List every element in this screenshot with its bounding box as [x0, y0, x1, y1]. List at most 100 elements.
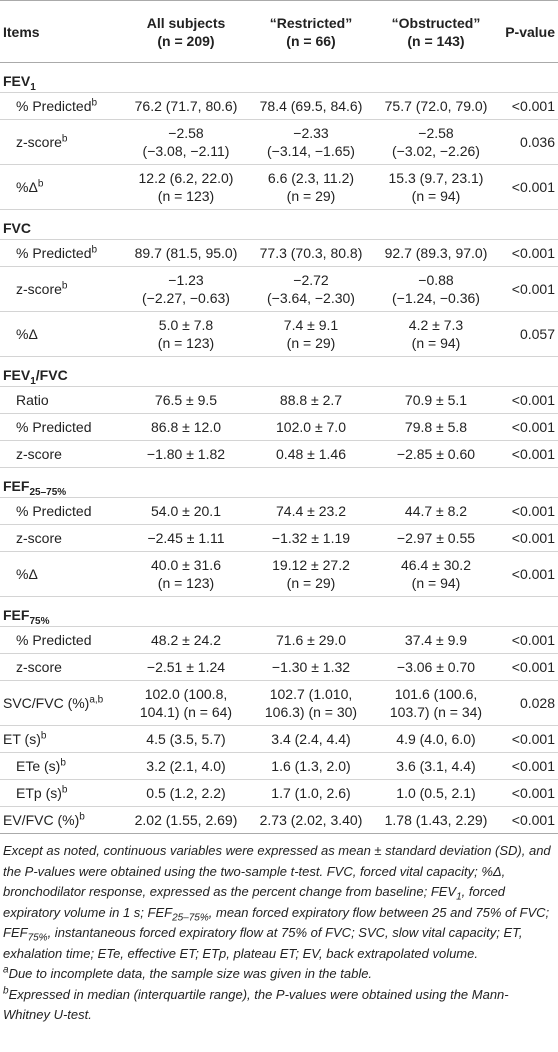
cell: 1.6 (1.3, 2.0)	[252, 753, 370, 780]
cell: 71.6 ± 29.0	[252, 627, 370, 654]
cell-line: 6.6 (2.3, 11.2)	[267, 170, 355, 186]
cell: −2.33 (−3.14, −1.65)	[252, 120, 370, 165]
cell: 12.2 (6.2, 22.0) (n = 123)	[120, 165, 252, 210]
cell: −2.45 ± 1.11	[120, 525, 252, 552]
p-value: <0.001	[511, 179, 555, 195]
text: % Predicted	[16, 632, 92, 648]
text: , instantaneous forced expiratory flow a…	[3, 925, 523, 961]
p-value: <0.001	[511, 812, 555, 828]
text: FEF	[3, 477, 30, 494]
cell: 74.4 ± 23.2	[252, 498, 370, 525]
cell-line: −2.33	[293, 125, 329, 141]
cell-line: (−3.02, −2.26)	[392, 143, 480, 159]
column-header: “Obstructed” (n = 143)	[370, 1, 502, 63]
cell-line: 79.8 ± 5.8	[404, 419, 468, 435]
row-label: ET (s)b	[0, 726, 120, 753]
row-label: SVC/FVC (%)a,b	[0, 681, 120, 726]
superscript: b	[61, 784, 68, 796]
data-row: SVC/FVC (%)a,b 102.0 (100.8, 104.1) (n = 6…	[0, 681, 558, 726]
superscript: b	[3, 985, 9, 997]
text: /FVC	[35, 366, 68, 383]
cell: 76.2 (71.7, 80.6)	[120, 93, 252, 120]
cell-line: −1.30 ± 1.32	[271, 659, 351, 675]
cell: 79.8 ± 5.8	[370, 414, 502, 441]
subscript: 1	[30, 81, 36, 93]
cell-line: 78.4 (69.5, 84.6)	[259, 98, 363, 114]
cell-line: 102.0 ± 7.0	[276, 419, 346, 435]
cell: 88.8 ± 2.7	[252, 387, 370, 414]
cell: 19.12 ± 27.2 (n = 29)	[252, 552, 370, 597]
cell: 0.5 (1.2, 2.2)	[120, 780, 252, 807]
cell: 102.0 ± 7.0	[252, 414, 370, 441]
footnote: bExpressed in median (interquartile rang…	[3, 985, 555, 1026]
cell-line: −2.85 ± 0.60	[396, 446, 476, 462]
subscript: 25–75%	[172, 912, 209, 924]
text: , forced expiratory volume in 1 s; FEF	[3, 884, 506, 920]
cell: 70.9 ± 5.1	[370, 387, 502, 414]
row-label: z-scoreb	[0, 267, 120, 312]
cell-line: 5.0 ± 7.8	[158, 317, 214, 333]
superscript: b	[91, 244, 98, 256]
cell-line: 19.12 ± 27.2	[272, 557, 350, 573]
cell: 37.4 ± 9.9	[370, 627, 502, 654]
cell-line: −2.72	[293, 272, 329, 288]
text: FEV	[3, 366, 31, 383]
cell-line: 86.8 ± 12.0	[151, 419, 221, 435]
section-row: FEV1	[0, 63, 558, 93]
superscript: b	[79, 811, 85, 823]
cell-line: 102.0 (100.8,	[144, 686, 228, 702]
cell-line: 1.7 (1.0, 2.6)	[271, 785, 351, 801]
cell-line: 104.1) (n = 64)	[139, 704, 233, 720]
row-label: % Predicted	[0, 498, 120, 525]
p-value: <0.001	[511, 659, 555, 675]
text: % Predicted	[16, 245, 92, 261]
row-label: % Predictedb	[0, 93, 120, 120]
cell-line: (−3.14, −1.65)	[267, 143, 355, 159]
cell: −1.80 ± 1.82	[120, 441, 252, 468]
cell-line: (−2.27, −0.63)	[142, 290, 230, 306]
superscript: b	[40, 730, 47, 742]
cell-line: 103.7) (n = 34)	[389, 704, 483, 720]
p-value: <0.001	[511, 758, 555, 774]
subscript: 25–75%	[29, 486, 67, 498]
superscript: a,b	[89, 694, 104, 706]
p-value: <0.001	[511, 98, 555, 114]
cell: 76.5 ± 9.5	[120, 387, 252, 414]
section-label: FEV1	[0, 63, 558, 93]
text: FVC	[3, 219, 31, 236]
data-row: % Predicted 86.8 ± 12.0 102.0 ± 7.0 79.8 ± …	[0, 414, 558, 441]
cell-line: (n = 123)	[157, 188, 215, 204]
cell-line: 3.4 (2.4, 4.4)	[271, 731, 351, 747]
data-row: ETe (s)b 3.2 (2.1, 4.0) 1.6 (1.3, 2.0) 3.6 …	[0, 753, 558, 780]
cell-line: −1.80 ± 1.82	[146, 446, 226, 462]
data-row: %Δb 12.2 (6.2, 22.0) (n = 123) 6.6 (2.3, 11…	[0, 165, 558, 210]
cell: 6.6 (2.3, 11.2) (n = 29)	[252, 165, 370, 210]
cell-line: −2.58	[168, 125, 204, 141]
superscript: b	[61, 280, 68, 292]
cell: 7.4 ± 9.1 (n = 29)	[252, 312, 370, 357]
column-header: “Restricted” (n = 66)	[252, 1, 370, 63]
section-label: FEV1/FVC	[0, 357, 558, 387]
p-value: <0.001	[511, 419, 555, 435]
row-label: z-scoreb	[0, 120, 120, 165]
cell: 101.6 (100.6, 103.7) (n = 34)	[370, 681, 502, 726]
cell-line: −0.88	[418, 272, 454, 288]
text: SVC/FVC (%)	[3, 695, 90, 711]
cell-line: 44.7 ± 8.2	[404, 503, 468, 519]
cell-line: 1.78 (1.43, 2.29)	[384, 812, 488, 828]
cell: 15.3 (9.7, 23.1) (n = 94)	[370, 165, 502, 210]
cell: −2.72 (−3.64, −2.30)	[252, 267, 370, 312]
p-value: <0.001	[511, 503, 555, 519]
header-row: Items All subjects (n = 209) “Restricted” (n…	[0, 0, 558, 63]
cell: 86.8 ± 12.0	[120, 414, 252, 441]
cell: 4.9 (4.0, 6.0)	[370, 726, 502, 753]
section-label: FVC	[0, 210, 558, 240]
data-row: z-score −1.80 ± 1.82 0.48 ± 1.46 −2.85 ± 0.…	[0, 441, 558, 468]
text: , mean forced expiratory flow between 25…	[3, 904, 550, 941]
section-label: FEF75%	[0, 597, 558, 627]
cell: 4.5 (3.5, 5.7)	[120, 726, 252, 753]
cell: 46.4 ± 30.2 (n = 94)	[370, 552, 502, 597]
cell-line: 106.3) (n = 30)	[264, 704, 358, 720]
p-value: <0.001	[511, 281, 555, 297]
cell-line: 101.6 (100.6,	[394, 686, 478, 702]
